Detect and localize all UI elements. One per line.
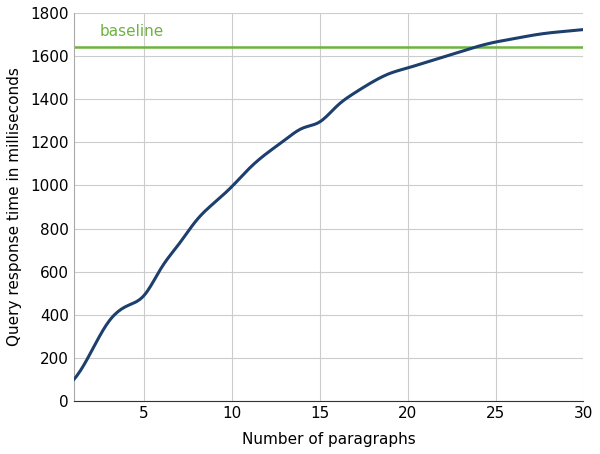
Text: baseline: baseline	[100, 24, 164, 39]
Y-axis label: Query response time in milliseconds: Query response time in milliseconds	[7, 68, 22, 346]
X-axis label: Number of paragraphs: Number of paragraphs	[242, 432, 415, 447]
